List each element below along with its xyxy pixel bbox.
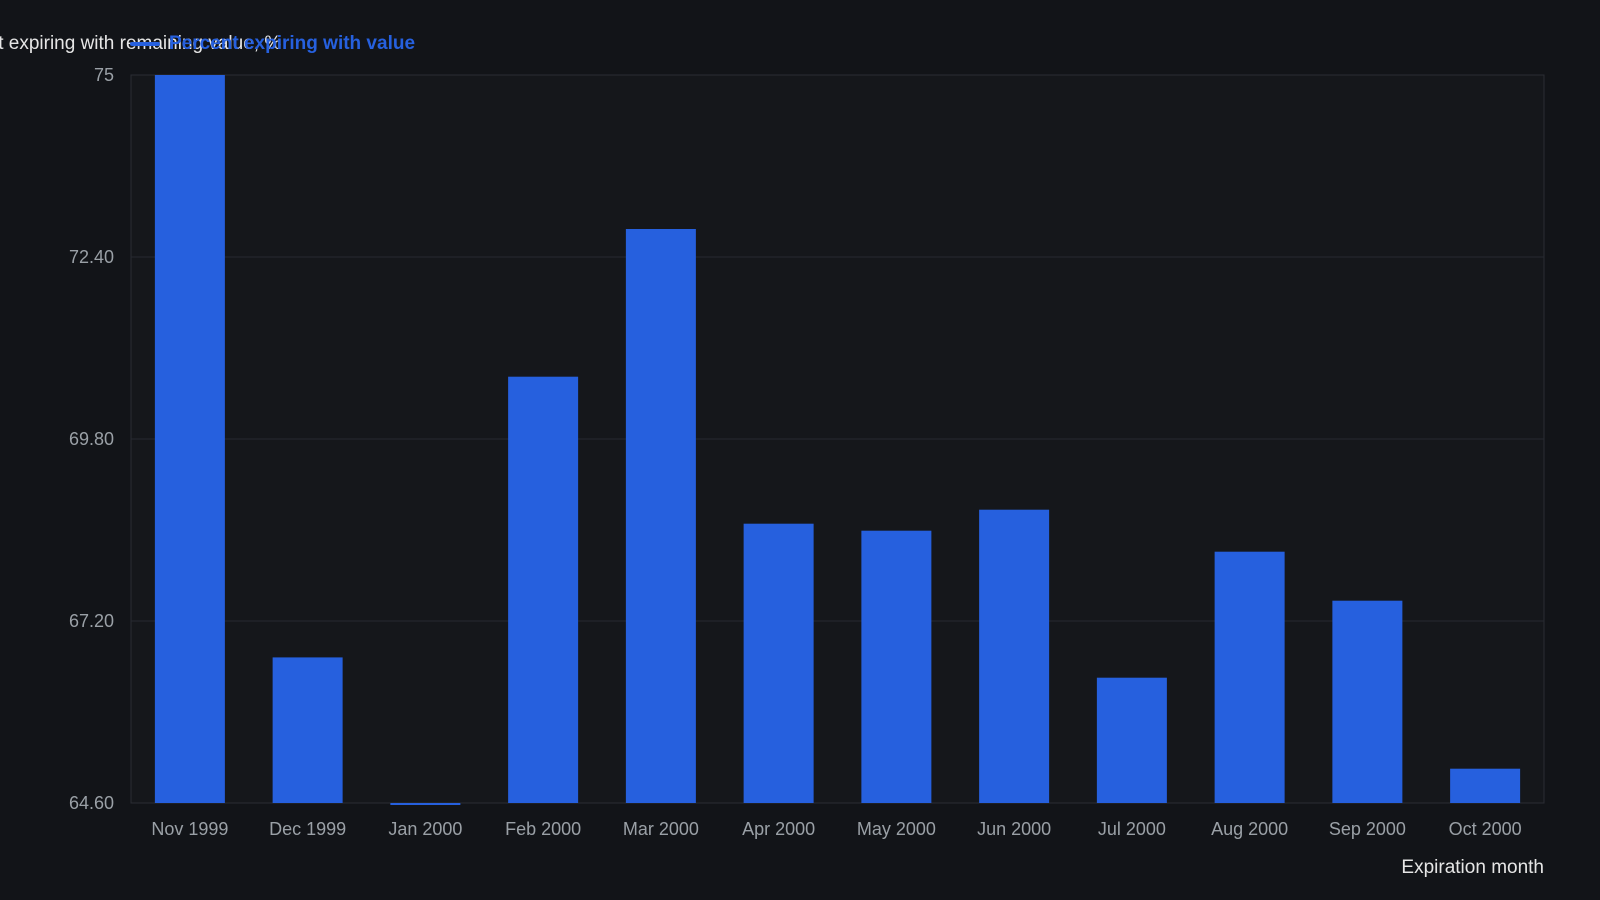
bar: [1332, 600, 1403, 803]
bar: [979, 509, 1050, 803]
x-tick-label: Mar 2000: [623, 819, 699, 839]
bar: [1214, 551, 1285, 803]
x-tick-label: Apr 2000: [742, 819, 815, 839]
bar: [154, 75, 225, 803]
x-tick-label: Aug 2000: [1211, 819, 1288, 839]
bar: [1096, 677, 1167, 803]
bar: [861, 530, 932, 803]
x-tick-label: May 2000: [857, 819, 936, 839]
bar: [743, 523, 814, 803]
x-tick-label: Nov 1999: [151, 819, 228, 839]
bar: [272, 657, 343, 803]
bar: [625, 229, 696, 803]
y-tick-label: 69.80: [69, 429, 114, 449]
legend-label: Percent expiring with value: [169, 33, 416, 54]
y-tick-label: 67.20: [69, 611, 114, 631]
x-tick-label: Oct 2000: [1449, 819, 1522, 839]
x-tick-label: Jan 2000: [388, 819, 462, 839]
y-tick-label: 64.60: [69, 793, 114, 813]
bar: [1450, 768, 1521, 803]
legend-swatch: [130, 42, 160, 46]
x-tick-label: Feb 2000: [505, 819, 581, 839]
bar: [390, 803, 461, 805]
legend[interactable]: Percent expiring with value: [130, 33, 415, 55]
x-tick-label: Sep 2000: [1329, 819, 1406, 839]
y-tick-label: 75: [94, 65, 114, 85]
x-tick-label: Jul 2000: [1098, 819, 1166, 839]
x-axis-title: Expiration month: [1401, 857, 1544, 878]
x-tick-label: Dec 1999: [269, 819, 346, 839]
bar: [508, 376, 579, 803]
x-tick-label: Jun 2000: [977, 819, 1051, 839]
y-tick-label: 72.40: [69, 247, 114, 267]
